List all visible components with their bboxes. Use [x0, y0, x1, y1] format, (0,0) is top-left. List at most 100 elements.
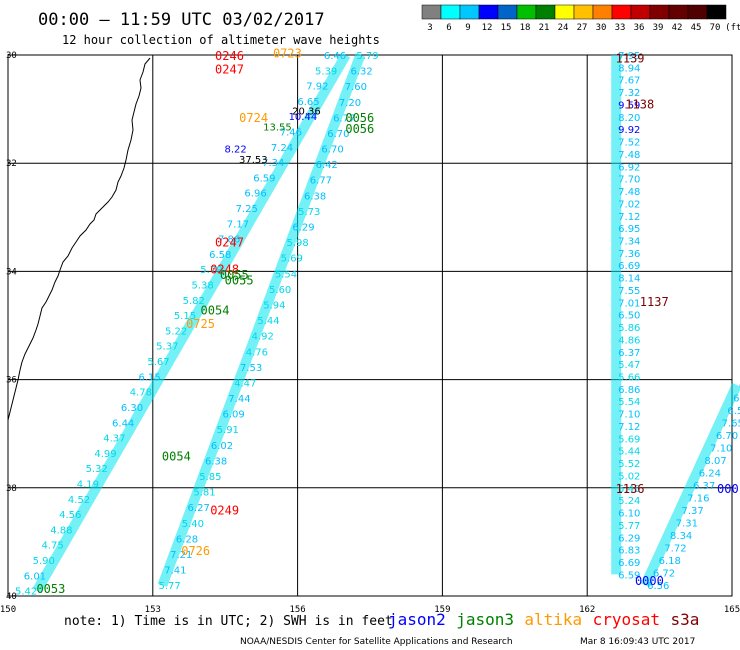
wave-height-label: 6.77	[333, 113, 355, 124]
wave-height-label: 6.56	[647, 581, 669, 592]
wave-height-label: 7.24	[271, 143, 293, 154]
colorbar-label: 3	[427, 23, 432, 33]
wave-height-label: 6.37	[693, 481, 715, 492]
wave-height-label: 5.69	[281, 254, 303, 265]
colorbar-swatch	[611, 4, 632, 20]
wave-height-label: 5.52	[618, 459, 640, 470]
lon-tick-label: 162	[579, 605, 595, 615]
wave-height-label: 7.44	[228, 394, 250, 405]
colorbar-label: 27	[577, 23, 588, 33]
wave-height-highlight: 13.55	[263, 123, 292, 134]
wave-height-label: 5.67	[147, 357, 169, 368]
wave-height-label: 6.69	[618, 558, 640, 569]
wave-height-label: 6.69	[618, 261, 640, 272]
colorbar-swatch	[649, 4, 670, 20]
wave-height-label: 7.37	[682, 506, 704, 517]
wave-height-label: 5.81	[193, 488, 215, 499]
colorbar-swatch	[535, 4, 556, 20]
wave-height-label: 4.75	[41, 541, 63, 552]
wave-height-label: 6.38	[205, 456, 227, 467]
lat-tick-label: 34	[6, 267, 17, 277]
wave-height-label: 6.28	[176, 534, 198, 545]
wave-height-label: 7.17	[227, 219, 249, 230]
wave-height-label: 8.14	[618, 274, 640, 285]
wave-height-label: 6.86	[618, 385, 640, 396]
wave-height-label: 4.78	[130, 388, 152, 399]
lon-tick-label: 153	[145, 605, 161, 615]
pass-time-label: 000	[717, 482, 739, 496]
wave-height-label: 7.95	[618, 51, 640, 62]
wave-height-label: 6.02	[211, 441, 233, 452]
wave-height-label: 5.37	[156, 342, 178, 353]
wave-height-label: 6.70	[327, 129, 349, 140]
colorbar-label: 18	[520, 23, 531, 33]
colorbar-label: 21	[539, 23, 550, 33]
pass-time-label: 0056	[345, 111, 374, 125]
wave-height-label: 6.32	[351, 67, 373, 78]
coastline	[7, 57, 151, 421]
wave-height-label: 6.24	[699, 469, 721, 480]
wave-height-label: 7.01	[618, 298, 640, 309]
colorbar-label: 70	[710, 23, 721, 33]
wave-height-label: 5.91	[217, 425, 239, 436]
lat-tick-label: 30	[6, 51, 17, 61]
wave-height-label: 4.88	[50, 525, 72, 536]
wave-height-label: 5.79	[356, 51, 378, 62]
pass-time-label: 0723	[273, 46, 302, 60]
wave-height-label: 7.21	[170, 550, 192, 561]
wave-height-label: 7.32	[618, 88, 640, 99]
wave-height-label: 5.98	[287, 238, 309, 249]
colorbar-swatch	[706, 4, 727, 20]
wave-height-label: 7.60	[345, 82, 367, 93]
wave-height-label: 7.46	[280, 128, 302, 139]
wave-height-label: 6.38	[304, 191, 326, 202]
pass-time-label: 0055	[225, 274, 254, 288]
wave-height-label: 6.18	[659, 556, 681, 567]
wave-height-label: 6.9	[739, 381, 740, 392]
wave-height-label: 5.77	[158, 581, 180, 592]
colorbar-swatch	[687, 4, 708, 20]
wave-height-label: 4.92	[252, 332, 274, 343]
wave-height-label: 5.79	[200, 265, 222, 276]
wave-height-label: 6.92	[618, 162, 640, 173]
wave-height-label: 6.70	[716, 431, 738, 442]
wave-height-label: 7.12	[618, 212, 640, 223]
pass-time-label: 0725	[186, 317, 215, 331]
colorbar-swatch	[554, 4, 575, 20]
colorbar-label: 15	[501, 23, 512, 33]
pass-time-label: 1137	[640, 295, 669, 309]
colorbar-label: 30	[596, 23, 607, 33]
wave-height-label: 7.10	[710, 444, 732, 455]
colorbar-label: 24	[558, 23, 569, 33]
satellite-legend: jason2 jason3 altika cryosat s3a	[388, 610, 699, 629]
pass-time-label: 0248	[210, 263, 239, 277]
pass-time-label: 0054	[201, 303, 230, 317]
wave-height-label: 6.58	[209, 250, 231, 261]
colorbar-swatch	[459, 4, 480, 20]
track-band	[32, 52, 351, 594]
colorbar-label: 42	[672, 23, 683, 33]
wave-height-label: 6.55	[727, 406, 740, 417]
wave-height-highlight: 37.53	[239, 155, 268, 166]
pass-time-label: 0000	[635, 574, 664, 588]
altimeter-tracks: 6.46 5.39 7.92 6.65 10.44 7.46 7.24 7.34 6.59 6.9…	[15, 51, 740, 598]
wave-height-label: 7.02	[618, 199, 640, 210]
wave-height-label: 5.77	[618, 521, 640, 532]
wave-height-label: 4.37	[103, 434, 125, 445]
wave-height-label: 7.55	[618, 286, 640, 297]
track-band	[157, 53, 366, 587]
wave-height-label: 7.67	[618, 76, 640, 87]
colorbar-label: 33	[615, 23, 626, 33]
colorbar-swatch	[440, 4, 461, 20]
axis-ticks: 150 153 156 159 162 165 30 32 34 36 38 40	[0, 51, 740, 615]
wave-height-label: 7.31	[676, 519, 698, 530]
wave-height-label: 7.34	[262, 158, 284, 169]
wave-height-label: 10.44	[289, 112, 318, 123]
wave-height-label: 4.47	[234, 378, 256, 389]
wave-height-label: 7.70	[618, 175, 640, 186]
wave-height-label: 7.48	[618, 150, 640, 161]
wave-height-label: 6.09	[222, 410, 244, 421]
wave-height-label: 5.85	[199, 472, 221, 483]
